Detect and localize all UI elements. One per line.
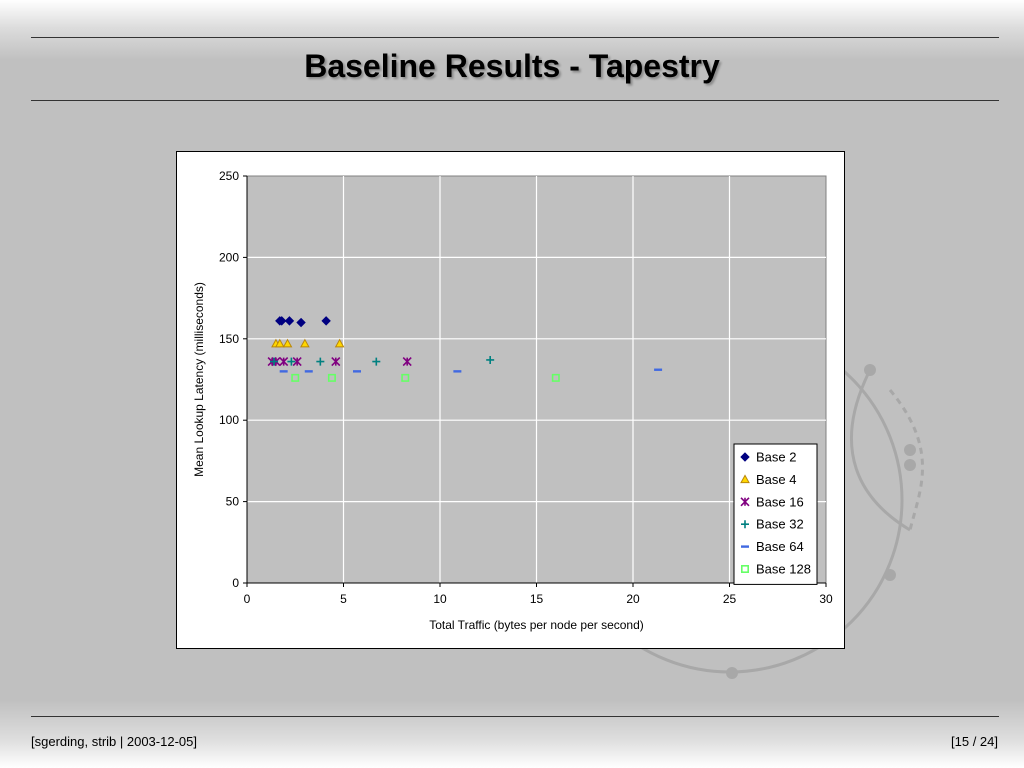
data-point — [327, 373, 336, 382]
data-point — [296, 317, 306, 328]
data-point — [372, 357, 381, 366]
slide-title: Baseline Results - Tapestry — [304, 48, 720, 84]
legend-label: Base 128 — [756, 562, 811, 577]
legend-marker — [740, 474, 750, 484]
legend-label: Base 32 — [756, 517, 804, 532]
x-tick-label: 20 — [626, 592, 640, 606]
data-point — [331, 357, 341, 367]
footer-left: [sgerding, strib | 2003-12-05] — [31, 734, 197, 749]
x-tick-label: 15 — [530, 592, 544, 606]
y-tick-label: 250 — [219, 169, 239, 183]
data-point — [270, 357, 279, 366]
data-point — [316, 357, 325, 366]
legend-label: Base 4 — [756, 472, 796, 487]
data-point — [291, 373, 300, 382]
legend-marker — [740, 564, 749, 573]
scatter-chart: 0 50 100 150 200 250 0 5 10 15 20 25 30 Total Traffic… — [192, 169, 833, 632]
y-tick-label: 50 — [226, 495, 240, 509]
data-point — [486, 355, 495, 364]
data-point — [284, 316, 295, 326]
x-tick-label: 10 — [433, 592, 447, 606]
y-tick-label: 150 — [219, 332, 239, 346]
data-point — [282, 338, 293, 348]
top-rule — [31, 37, 999, 38]
legend-label: Base 64 — [756, 539, 804, 554]
data-point — [279, 357, 289, 367]
data-point — [334, 338, 345, 348]
legend-marker — [741, 520, 749, 529]
y-tick-label: 100 — [219, 413, 239, 427]
data-point — [292, 357, 302, 367]
data-point — [287, 357, 296, 366]
x-tick-label: 5 — [340, 592, 347, 606]
legend-marker — [740, 452, 750, 462]
legend-label: Base 2 — [756, 450, 796, 465]
chart-frame: 0 50 100 150 200 250 0 5 10 15 20 25 30 Total Traffic… — [176, 151, 845, 649]
x-axis-label: Total Traffic (bytes per node per second… — [429, 618, 644, 632]
x-tick-label: 0 — [244, 592, 251, 606]
data-point — [300, 338, 310, 348]
data-point — [277, 316, 287, 326]
data-point — [401, 373, 410, 382]
legend-label: Base 16 — [756, 494, 804, 509]
legend-marker — [740, 497, 750, 507]
bottom-rule — [31, 716, 999, 717]
x-tick-label: 30 — [819, 592, 833, 606]
data-point — [402, 357, 412, 367]
footer-right: [15 / 24] — [951, 734, 998, 749]
y-tick-label: 200 — [219, 250, 239, 264]
y-axis-label: Mean Lookup Latency (milliseconds) — [192, 282, 206, 477]
title-rule — [31, 100, 999, 101]
data-point — [551, 373, 560, 382]
data-point — [274, 338, 285, 348]
x-tick-label: 25 — [723, 592, 737, 606]
legend-box — [733, 443, 818, 585]
data-point — [321, 316, 331, 326]
decorative-graph-watermark — [560, 330, 924, 679]
y-tick-label: 0 — [232, 576, 239, 590]
